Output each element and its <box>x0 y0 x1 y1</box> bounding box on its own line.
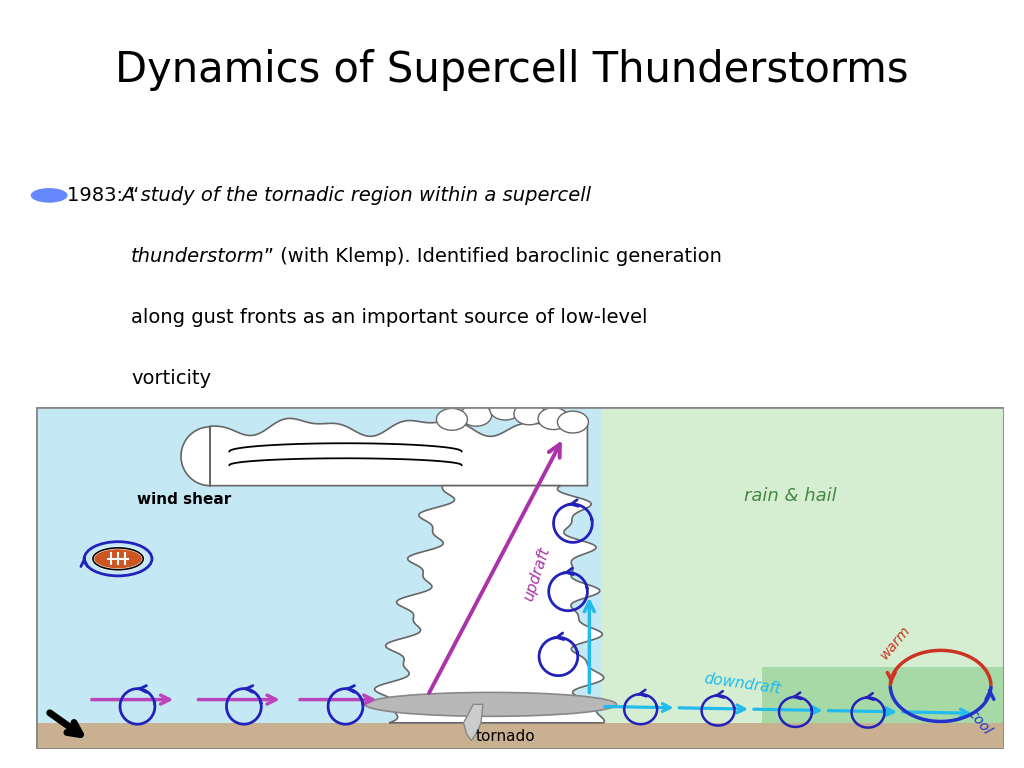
Text: thunderstorm: thunderstorm <box>131 247 265 266</box>
FancyArrowPatch shape <box>92 695 170 704</box>
FancyArrowPatch shape <box>903 709 968 717</box>
Text: cool: cool <box>965 707 994 738</box>
Text: tornado: tornado <box>475 729 535 744</box>
Bar <box>36 723 1004 749</box>
Text: downdraft: downdraft <box>702 671 781 697</box>
Text: 1983: “: 1983: “ <box>67 186 139 205</box>
Circle shape <box>538 408 569 429</box>
Circle shape <box>436 409 467 430</box>
FancyArrowPatch shape <box>679 705 744 713</box>
Bar <box>602 407 1004 723</box>
Polygon shape <box>375 485 604 723</box>
Circle shape <box>461 404 492 426</box>
Text: vorticity: vorticity <box>131 369 211 388</box>
FancyArrowPatch shape <box>429 444 560 693</box>
Text: Dynamics of Supercell Thunderstorms: Dynamics of Supercell Thunderstorms <box>116 49 908 91</box>
FancyArrowPatch shape <box>828 708 894 716</box>
Bar <box>762 667 1004 749</box>
FancyArrowPatch shape <box>754 707 819 714</box>
Ellipse shape <box>365 693 616 717</box>
FancyArrowPatch shape <box>199 695 275 704</box>
Text: warm: warm <box>878 624 913 662</box>
Polygon shape <box>464 704 483 740</box>
FancyArrowPatch shape <box>300 695 373 704</box>
Text: wind shear: wind shear <box>137 492 231 507</box>
Circle shape <box>31 188 68 203</box>
Circle shape <box>514 403 545 425</box>
Text: ” (with Klemp). Identified baroclinic generation: ” (with Klemp). Identified baroclinic ge… <box>264 247 722 266</box>
Ellipse shape <box>93 548 143 570</box>
Circle shape <box>489 398 520 420</box>
Text: along gust fronts as an important source of low-level: along gust fronts as an important source… <box>131 308 647 327</box>
Text: A study of the tornadic region within a supercell: A study of the tornadic region within a … <box>121 186 591 205</box>
Polygon shape <box>181 419 588 485</box>
FancyArrowPatch shape <box>585 601 594 693</box>
Bar <box>602 723 1004 749</box>
FancyArrowPatch shape <box>605 703 670 711</box>
Text: updraft: updraft <box>521 545 553 604</box>
Circle shape <box>557 411 589 433</box>
Text: rain & hail: rain & hail <box>744 487 837 505</box>
